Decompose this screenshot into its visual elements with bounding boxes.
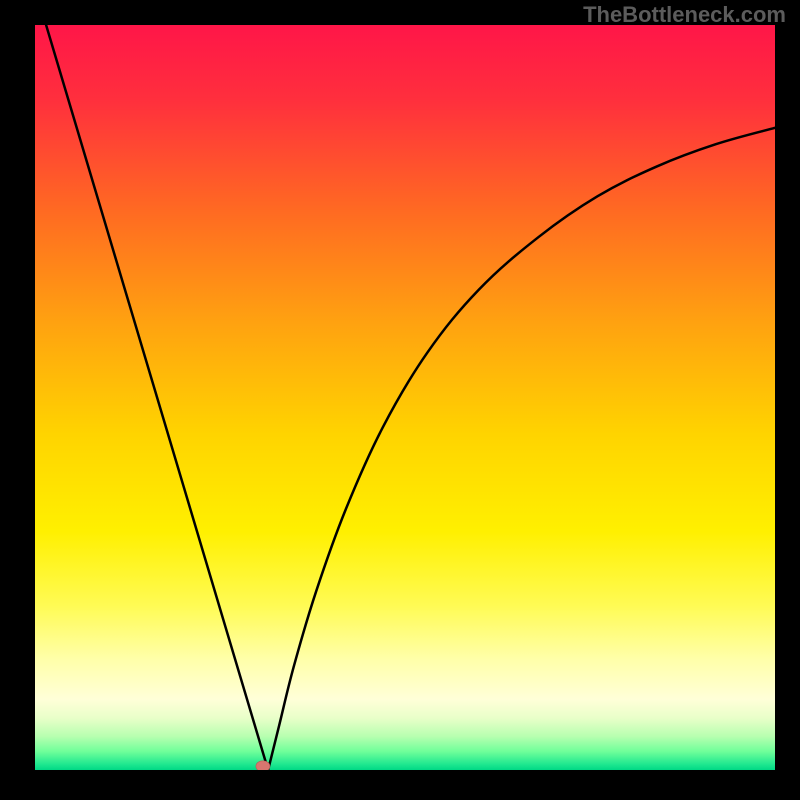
chart-container: TheBottleneck.com (0, 0, 800, 800)
gradient-background (35, 25, 775, 770)
chart-svg (0, 0, 800, 800)
watermark-text: TheBottleneck.com (583, 2, 786, 28)
